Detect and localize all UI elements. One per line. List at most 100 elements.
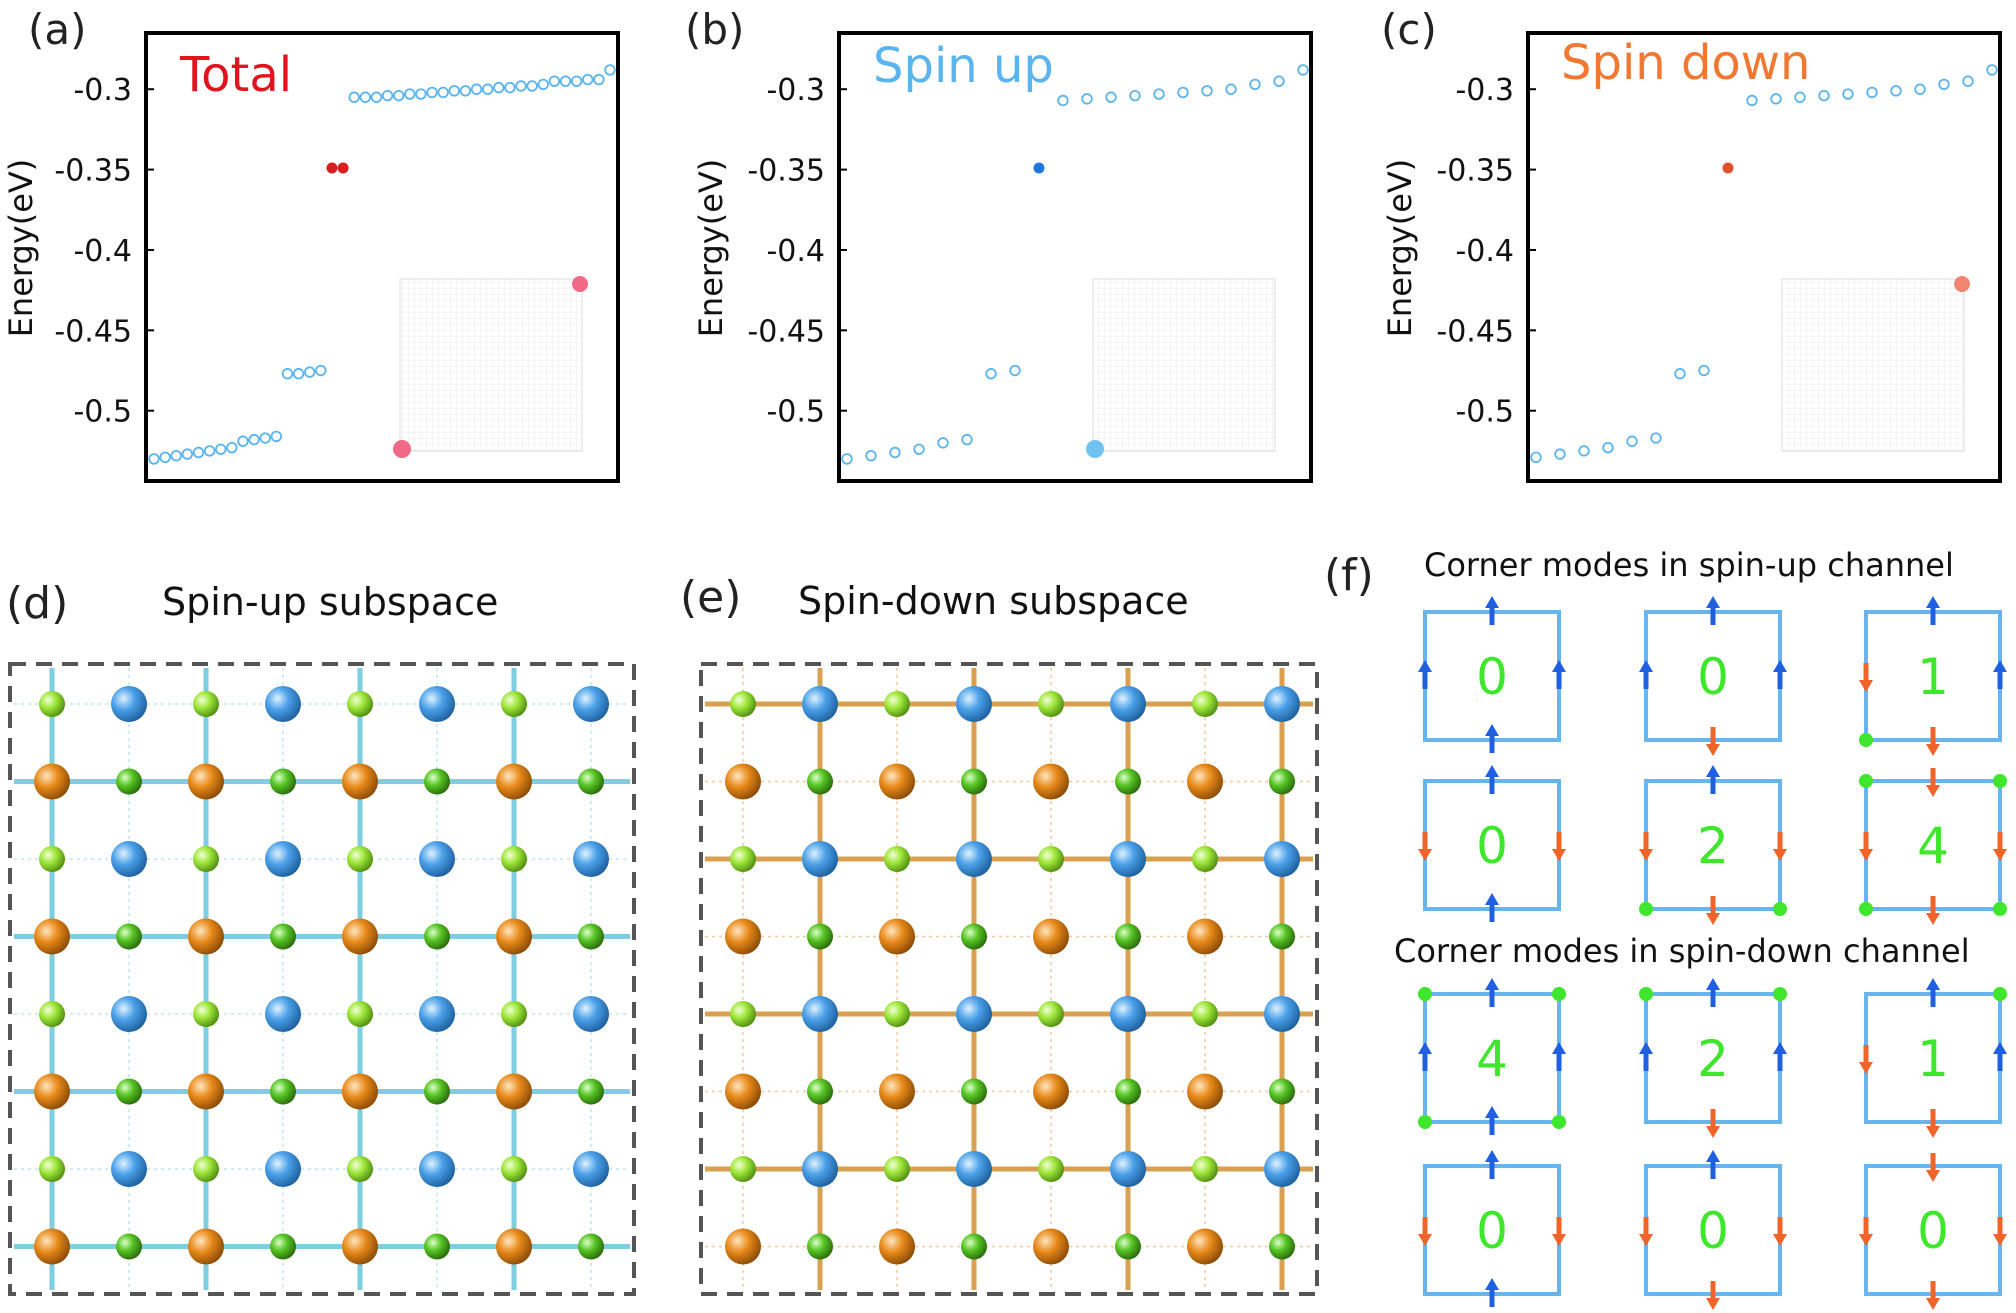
spin-down-arrow-head: [1859, 1234, 1873, 1246]
atom-blue: [956, 996, 992, 1032]
atom-blue: [1264, 996, 1300, 1032]
corner-state-dot: [1773, 902, 1787, 916]
atom-green: [1115, 1233, 1141, 1260]
data-point: [559, 75, 572, 87]
atom-green: [961, 923, 987, 950]
spin-up-arrow-head: [1485, 893, 1499, 905]
y-tick-label: -0.3: [1455, 73, 1514, 108]
corner-state-spot: [572, 276, 588, 292]
lattice-spin-down: [699, 662, 1319, 1296]
spin-up-arrow-head: [1993, 660, 2007, 672]
y-tick-label: -0.3: [73, 73, 132, 108]
corner-mode-box-up-1: 0: [1639, 596, 1787, 756]
data-point: [985, 368, 997, 380]
data-point-mid-gap: [1722, 162, 1734, 174]
atom-lime: [884, 1156, 910, 1182]
data-point: [1225, 83, 1237, 95]
atom-lime: [193, 1156, 219, 1182]
corner-modes-down-title: Corner modes in spin-down channel: [1394, 932, 1970, 970]
atom-blue: [573, 841, 609, 877]
data-point: [348, 91, 360, 103]
panel-d-title: Spin-up subspace: [162, 580, 498, 624]
data-point: [226, 441, 238, 454]
atom-green: [1115, 768, 1141, 795]
corner-mode-count: 0: [1476, 817, 1508, 875]
corner-mode-box-up-5: 4: [1859, 768, 2007, 925]
data-point: [359, 91, 372, 103]
corner-mode-count: 1: [1917, 648, 1949, 706]
data-point: [1938, 78, 1950, 91]
atom-blue: [802, 996, 838, 1032]
y-tick-label: -0.5: [1455, 395, 1514, 430]
spin-down-arrow-head: [1773, 1234, 1787, 1246]
data-point: [548, 75, 561, 87]
y-tick-label: -0.45: [1436, 314, 1514, 349]
y-tick-label: -0.35: [747, 154, 825, 189]
atom-green: [116, 768, 142, 795]
atom-green: [961, 768, 987, 795]
atom-orange: [1187, 763, 1223, 800]
data-point: [1129, 89, 1141, 102]
corner-mode-count: 2: [1697, 817, 1729, 875]
corner-mode-box-down-0: 4: [1418, 978, 1566, 1135]
atom-orange: [342, 1073, 378, 1110]
atom-lime: [730, 846, 756, 872]
corner-mode-box-down-3: 0: [1418, 1150, 1566, 1307]
atom-orange: [188, 918, 224, 955]
data-point: [493, 81, 505, 94]
atom-lime: [501, 1156, 527, 1182]
spin-down-arrow-head: [1552, 1234, 1566, 1246]
data-point: [1746, 94, 1758, 107]
y-tick-label: -0.35: [1436, 154, 1514, 189]
atom-blue: [1264, 841, 1300, 877]
corner-mode-count: 0: [1697, 1202, 1729, 1260]
atom-orange: [725, 1228, 761, 1265]
data-point: [865, 450, 877, 462]
y-tick-label: -0.4: [73, 234, 132, 269]
atom-blue: [802, 841, 838, 877]
data-point: [148, 453, 160, 465]
data-point: [604, 64, 616, 76]
data-point: [1105, 91, 1117, 103]
atom-lime: [1192, 691, 1218, 717]
data-point: [1081, 93, 1093, 105]
atom-lime: [1038, 846, 1064, 872]
atom-lime: [1038, 691, 1064, 717]
data-point: [961, 433, 973, 446]
data-point: [593, 73, 605, 86]
inset-map: [1781, 278, 1965, 452]
corner-state-dot: [1773, 987, 1787, 1001]
atom-green: [270, 923, 296, 950]
spin-down-arrow-head: [1859, 849, 1873, 861]
atom-orange: [342, 1228, 378, 1265]
atom-lime: [193, 846, 219, 872]
atom-lime: [730, 1156, 756, 1182]
spin-up-arrow-head: [1485, 978, 1499, 990]
atom-orange: [342, 763, 378, 800]
data-point: [1818, 89, 1830, 102]
corner-state-dot: [1993, 902, 2007, 916]
atom-blue: [419, 686, 455, 722]
spin-up-arrow-head: [1485, 1106, 1499, 1118]
atom-orange: [879, 1073, 915, 1110]
y-tick-label: -0.45: [747, 314, 825, 349]
atom-blue: [956, 841, 992, 877]
atom-blue: [802, 1151, 838, 1187]
atom-orange: [34, 918, 70, 955]
data-point: [304, 366, 316, 378]
atom-orange: [1033, 763, 1069, 800]
corner-state-dot: [1639, 902, 1653, 916]
atom-blue: [573, 686, 609, 722]
atom-green: [116, 923, 142, 950]
corner-state-dot: [1859, 902, 1873, 916]
atom-green: [1269, 1078, 1295, 1105]
atom-blue: [802, 686, 838, 722]
atom-green: [961, 1233, 987, 1260]
spin-up-arrow-head: [1773, 660, 1787, 672]
data-point: [259, 432, 271, 444]
atom-lime: [39, 846, 65, 872]
spin-up-arrow-head: [1993, 1042, 2007, 1054]
corner-mode-count: 2: [1697, 1030, 1729, 1088]
data-point: [582, 73, 594, 86]
atom-green: [961, 1078, 987, 1105]
